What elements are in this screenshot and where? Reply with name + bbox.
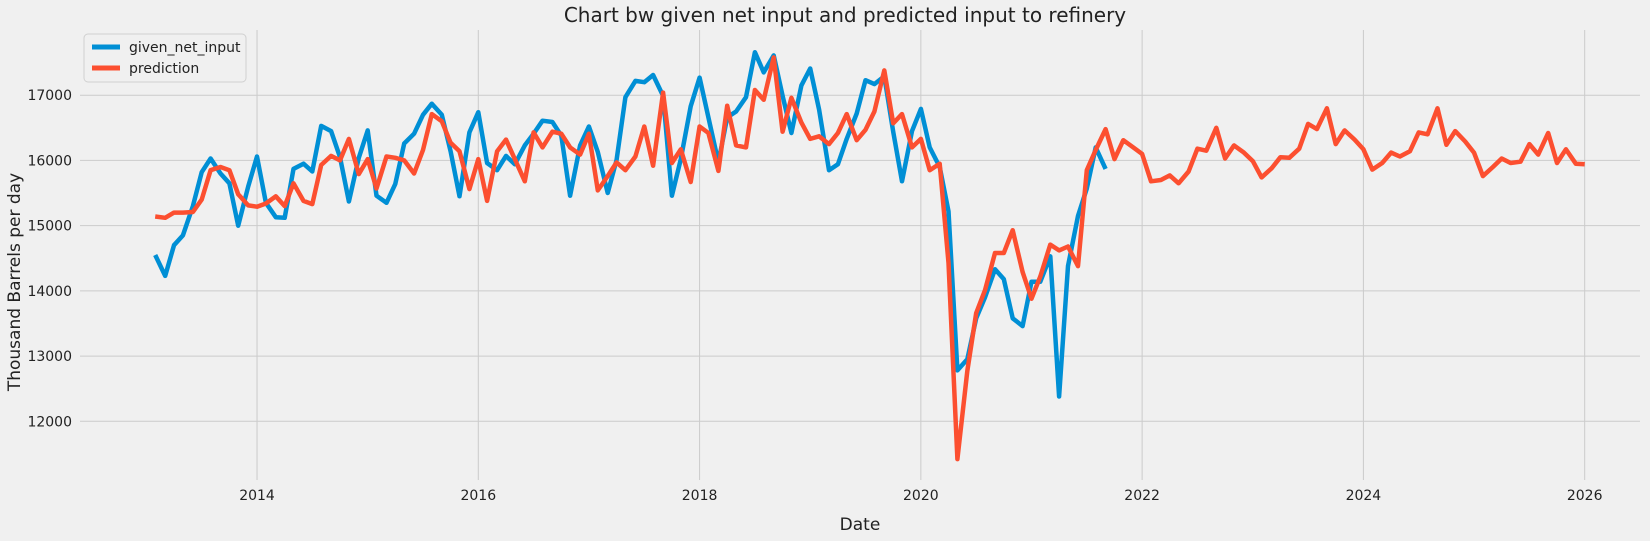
x-tick-label: 2020: [903, 488, 939, 504]
series-line-given-net-input: [153, 49, 1108, 399]
x-tick-label: 2022: [1124, 488, 1160, 504]
legend-box: [83, 33, 247, 83]
y-tick-label: 17000: [27, 88, 72, 104]
legend-label-given-net-input: given_net_input: [129, 40, 241, 56]
x-tick-label: 2018: [682, 488, 718, 504]
y-tick-label: 15000: [27, 219, 72, 235]
x-axis-label: Date: [840, 515, 881, 535]
series-line-prediction: [154, 55, 1585, 462]
x-tick-label: 2024: [1346, 488, 1382, 504]
x-tick-label: 2014: [239, 488, 275, 504]
y-axis-label: Thousand Barrels per day: [5, 173, 25, 392]
series-layer: [153, 49, 1585, 462]
x-tick-label: 2026: [1567, 488, 1603, 504]
y-tick-label: 12000: [27, 414, 72, 430]
legend-label-prediction: prediction: [129, 61, 199, 77]
x-tick-label: 2016: [460, 488, 496, 504]
y-tick-label: 13000: [27, 349, 72, 365]
y-tick-label: 14000: [27, 284, 72, 300]
y-tick-label: 16000: [27, 153, 72, 169]
ticks-layer: 2014 2016 2018 2020 2022 2024 2026 12000 13000 14…: [27, 88, 1602, 504]
chart-title: Chart bw given net input and predicted i…: [564, 3, 1126, 27]
legend: given_net_input prediction: [83, 33, 247, 83]
